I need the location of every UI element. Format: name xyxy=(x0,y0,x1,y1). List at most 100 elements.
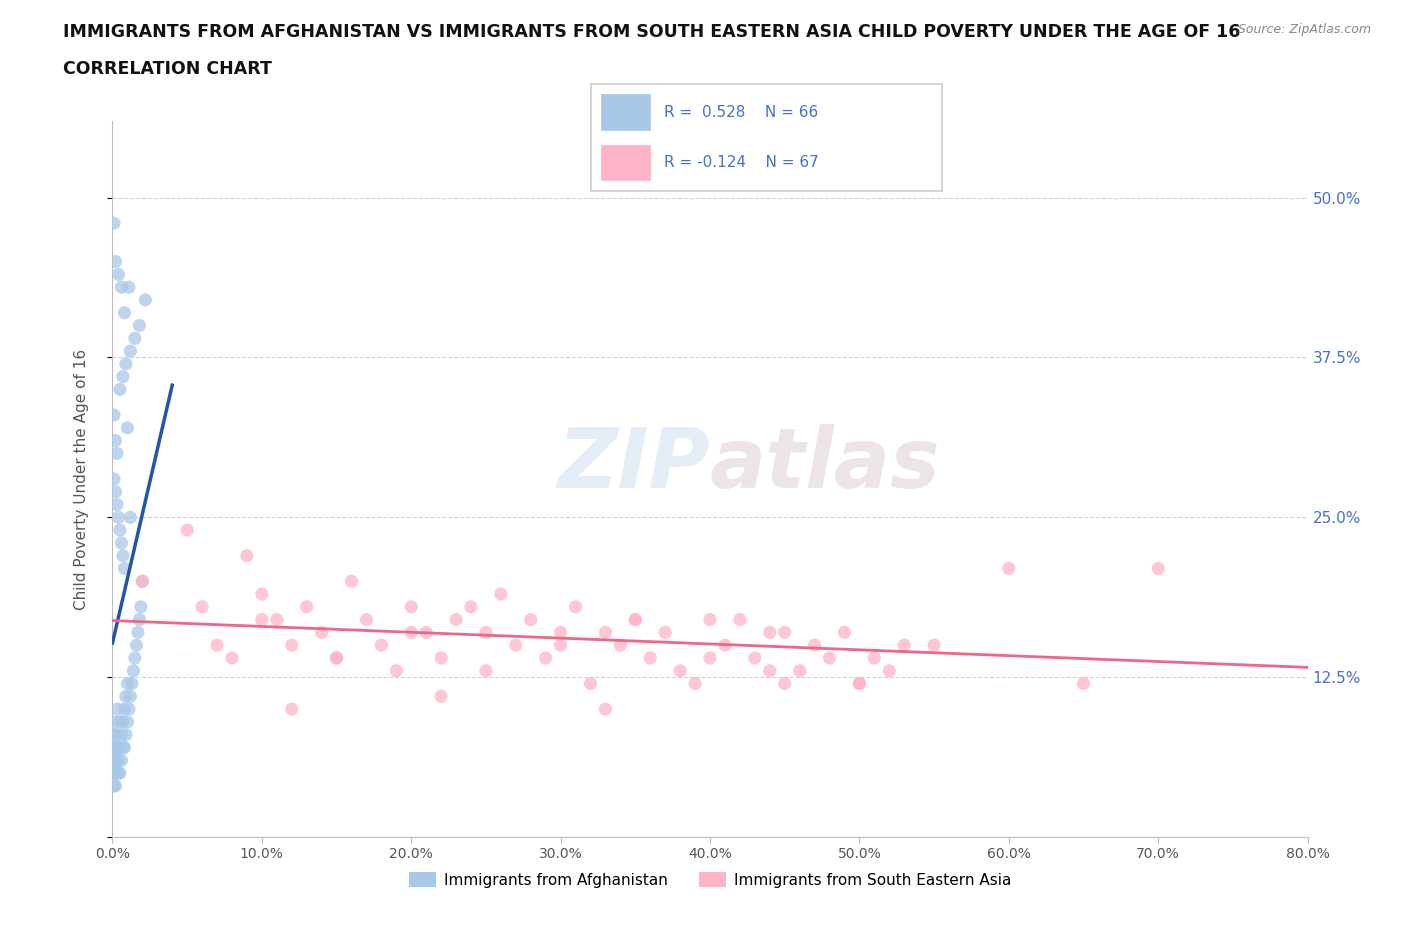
Point xyxy=(550,625,572,640)
Point xyxy=(127,625,149,640)
Point xyxy=(281,702,304,717)
Point xyxy=(744,651,766,666)
Point xyxy=(444,612,467,627)
Y-axis label: Child Poverty Under the Age of 16: Child Poverty Under the Age of 16 xyxy=(75,349,89,609)
Point xyxy=(111,740,134,755)
Point xyxy=(773,676,796,691)
Point xyxy=(120,689,142,704)
Point xyxy=(107,765,129,780)
Point xyxy=(1147,561,1170,576)
Point xyxy=(105,765,128,780)
Point xyxy=(104,254,127,269)
Point xyxy=(609,638,631,653)
Point xyxy=(103,472,125,486)
Point xyxy=(104,740,127,755)
Point xyxy=(236,549,259,564)
Point xyxy=(340,574,363,589)
Point xyxy=(834,625,856,640)
Point xyxy=(107,740,129,755)
Point xyxy=(114,305,135,320)
Point xyxy=(111,549,134,564)
Point xyxy=(893,638,915,653)
Point xyxy=(115,689,138,704)
Point xyxy=(114,702,135,717)
Point xyxy=(108,714,131,729)
Point xyxy=(105,446,128,461)
Point xyxy=(385,663,408,678)
Point xyxy=(128,612,150,627)
Text: IMMIGRANTS FROM AFGHANISTAN VS IMMIGRANTS FROM SOUTH EASTERN ASIA CHILD POVERTY : IMMIGRANTS FROM AFGHANISTAN VS IMMIGRANT… xyxy=(63,23,1240,41)
Point xyxy=(789,663,811,678)
FancyBboxPatch shape xyxy=(602,145,650,180)
FancyBboxPatch shape xyxy=(602,95,650,129)
Point xyxy=(110,536,132,551)
Point xyxy=(325,651,347,666)
Point xyxy=(221,651,243,666)
Point xyxy=(120,510,142,525)
Point xyxy=(111,369,134,384)
Point xyxy=(430,651,453,666)
Point xyxy=(759,663,782,678)
Point xyxy=(728,612,751,627)
Point xyxy=(105,702,128,717)
Point xyxy=(104,433,127,448)
Point xyxy=(624,612,647,627)
Point xyxy=(430,689,453,704)
Point xyxy=(683,676,706,691)
FancyBboxPatch shape xyxy=(591,84,942,191)
Point xyxy=(110,753,132,768)
Point xyxy=(176,523,198,538)
Text: Source: ZipAtlas.com: Source: ZipAtlas.com xyxy=(1237,23,1371,36)
Point xyxy=(107,267,129,282)
Point xyxy=(128,318,150,333)
Point xyxy=(108,382,131,397)
Point xyxy=(107,510,129,525)
Point xyxy=(818,651,841,666)
Point xyxy=(104,714,127,729)
Point xyxy=(117,420,139,435)
Point xyxy=(108,523,131,538)
Point xyxy=(131,574,153,589)
Point xyxy=(295,600,318,615)
Point xyxy=(105,727,128,742)
Point xyxy=(117,714,139,729)
Text: atlas: atlas xyxy=(710,424,941,505)
Point xyxy=(103,216,125,231)
Point xyxy=(103,727,125,742)
Point xyxy=(115,356,138,371)
Point xyxy=(103,778,125,793)
Point xyxy=(579,676,602,691)
Point xyxy=(311,625,333,640)
Point xyxy=(475,663,498,678)
Point xyxy=(103,753,125,768)
Point xyxy=(105,753,128,768)
Point xyxy=(699,612,721,627)
Point xyxy=(505,638,527,653)
Point xyxy=(104,765,127,780)
Point xyxy=(108,740,131,755)
Point xyxy=(654,625,676,640)
Point xyxy=(550,638,572,653)
Point xyxy=(104,753,127,768)
Point xyxy=(759,625,782,640)
Point xyxy=(118,702,141,717)
Point xyxy=(110,727,132,742)
Point xyxy=(105,497,128,512)
Text: ZIP: ZIP xyxy=(557,424,710,505)
Point xyxy=(281,638,304,653)
Point xyxy=(401,625,423,640)
Point xyxy=(922,638,945,653)
Point xyxy=(863,651,886,666)
Point xyxy=(124,331,146,346)
Point xyxy=(534,651,557,666)
Point xyxy=(460,600,482,615)
Point xyxy=(475,625,498,640)
Point xyxy=(104,485,127,499)
Point xyxy=(564,600,586,615)
Point xyxy=(111,714,134,729)
Point xyxy=(191,600,214,615)
Point xyxy=(103,407,125,422)
Point xyxy=(848,676,870,691)
Point xyxy=(803,638,825,653)
Text: R = -0.124    N = 67: R = -0.124 N = 67 xyxy=(664,154,820,170)
